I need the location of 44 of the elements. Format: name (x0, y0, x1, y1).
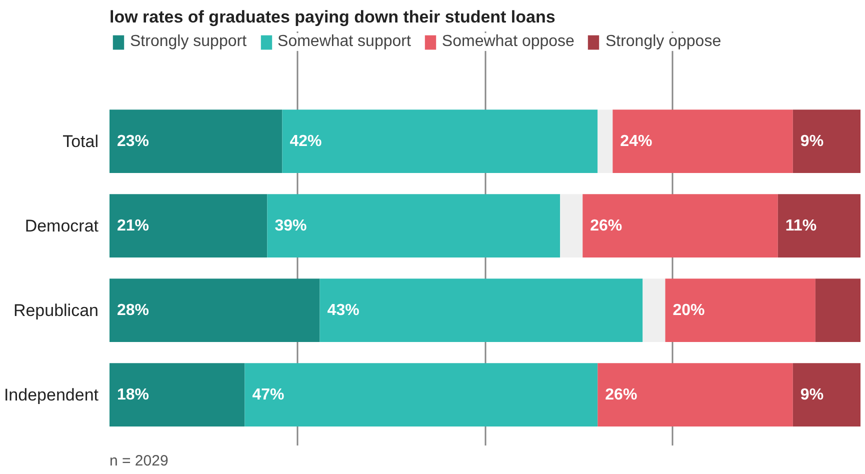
data-label: 9% (800, 386, 824, 404)
bar (560, 194, 583, 258)
bar (582, 194, 778, 258)
bar (792, 363, 860, 426)
legend-label: Strongly oppose (605, 33, 722, 51)
bar (110, 363, 245, 426)
data-label: 23% (117, 132, 150, 150)
legend-label: Strongly support (130, 33, 247, 51)
bar (778, 194, 860, 258)
y-tick-label: Independent (4, 385, 99, 404)
legend-label: Somewhat support (278, 33, 411, 51)
data-label: 39% (274, 217, 307, 234)
y-tick-label: Republican (13, 300, 99, 320)
data-label: 21% (117, 217, 150, 234)
y-tick-label: Democrat (24, 216, 99, 236)
bar (267, 194, 560, 258)
bar (815, 278, 860, 342)
bar (665, 278, 816, 342)
bar (598, 363, 793, 426)
bar (642, 278, 666, 342)
data-label: 18% (117, 386, 150, 404)
bar (320, 278, 643, 342)
data-label: 43% (327, 302, 360, 319)
data-label: 9% (800, 132, 824, 150)
data-label: 11% (785, 217, 817, 234)
bar (612, 110, 793, 174)
bar (110, 194, 268, 258)
legend-label: Somewhat oppose (442, 33, 574, 51)
chart-title: low rates of graduates paying down their student loans (110, 8, 556, 26)
bar (282, 110, 598, 174)
data-label: 20% (672, 302, 705, 319)
bar (110, 278, 320, 342)
bar (244, 363, 598, 426)
text: n = 2029 (110, 452, 168, 470)
y-tick-label: Total (62, 132, 99, 151)
bar (110, 110, 282, 174)
bar (598, 110, 613, 174)
data-label: 24% (620, 132, 652, 150)
data-label: 47% (252, 386, 284, 404)
data-label: 26% (590, 217, 622, 234)
data-label: 42% (290, 132, 322, 150)
bar (792, 110, 860, 174)
data-label: 26% (605, 386, 638, 404)
data-label: 28% (117, 302, 150, 319)
